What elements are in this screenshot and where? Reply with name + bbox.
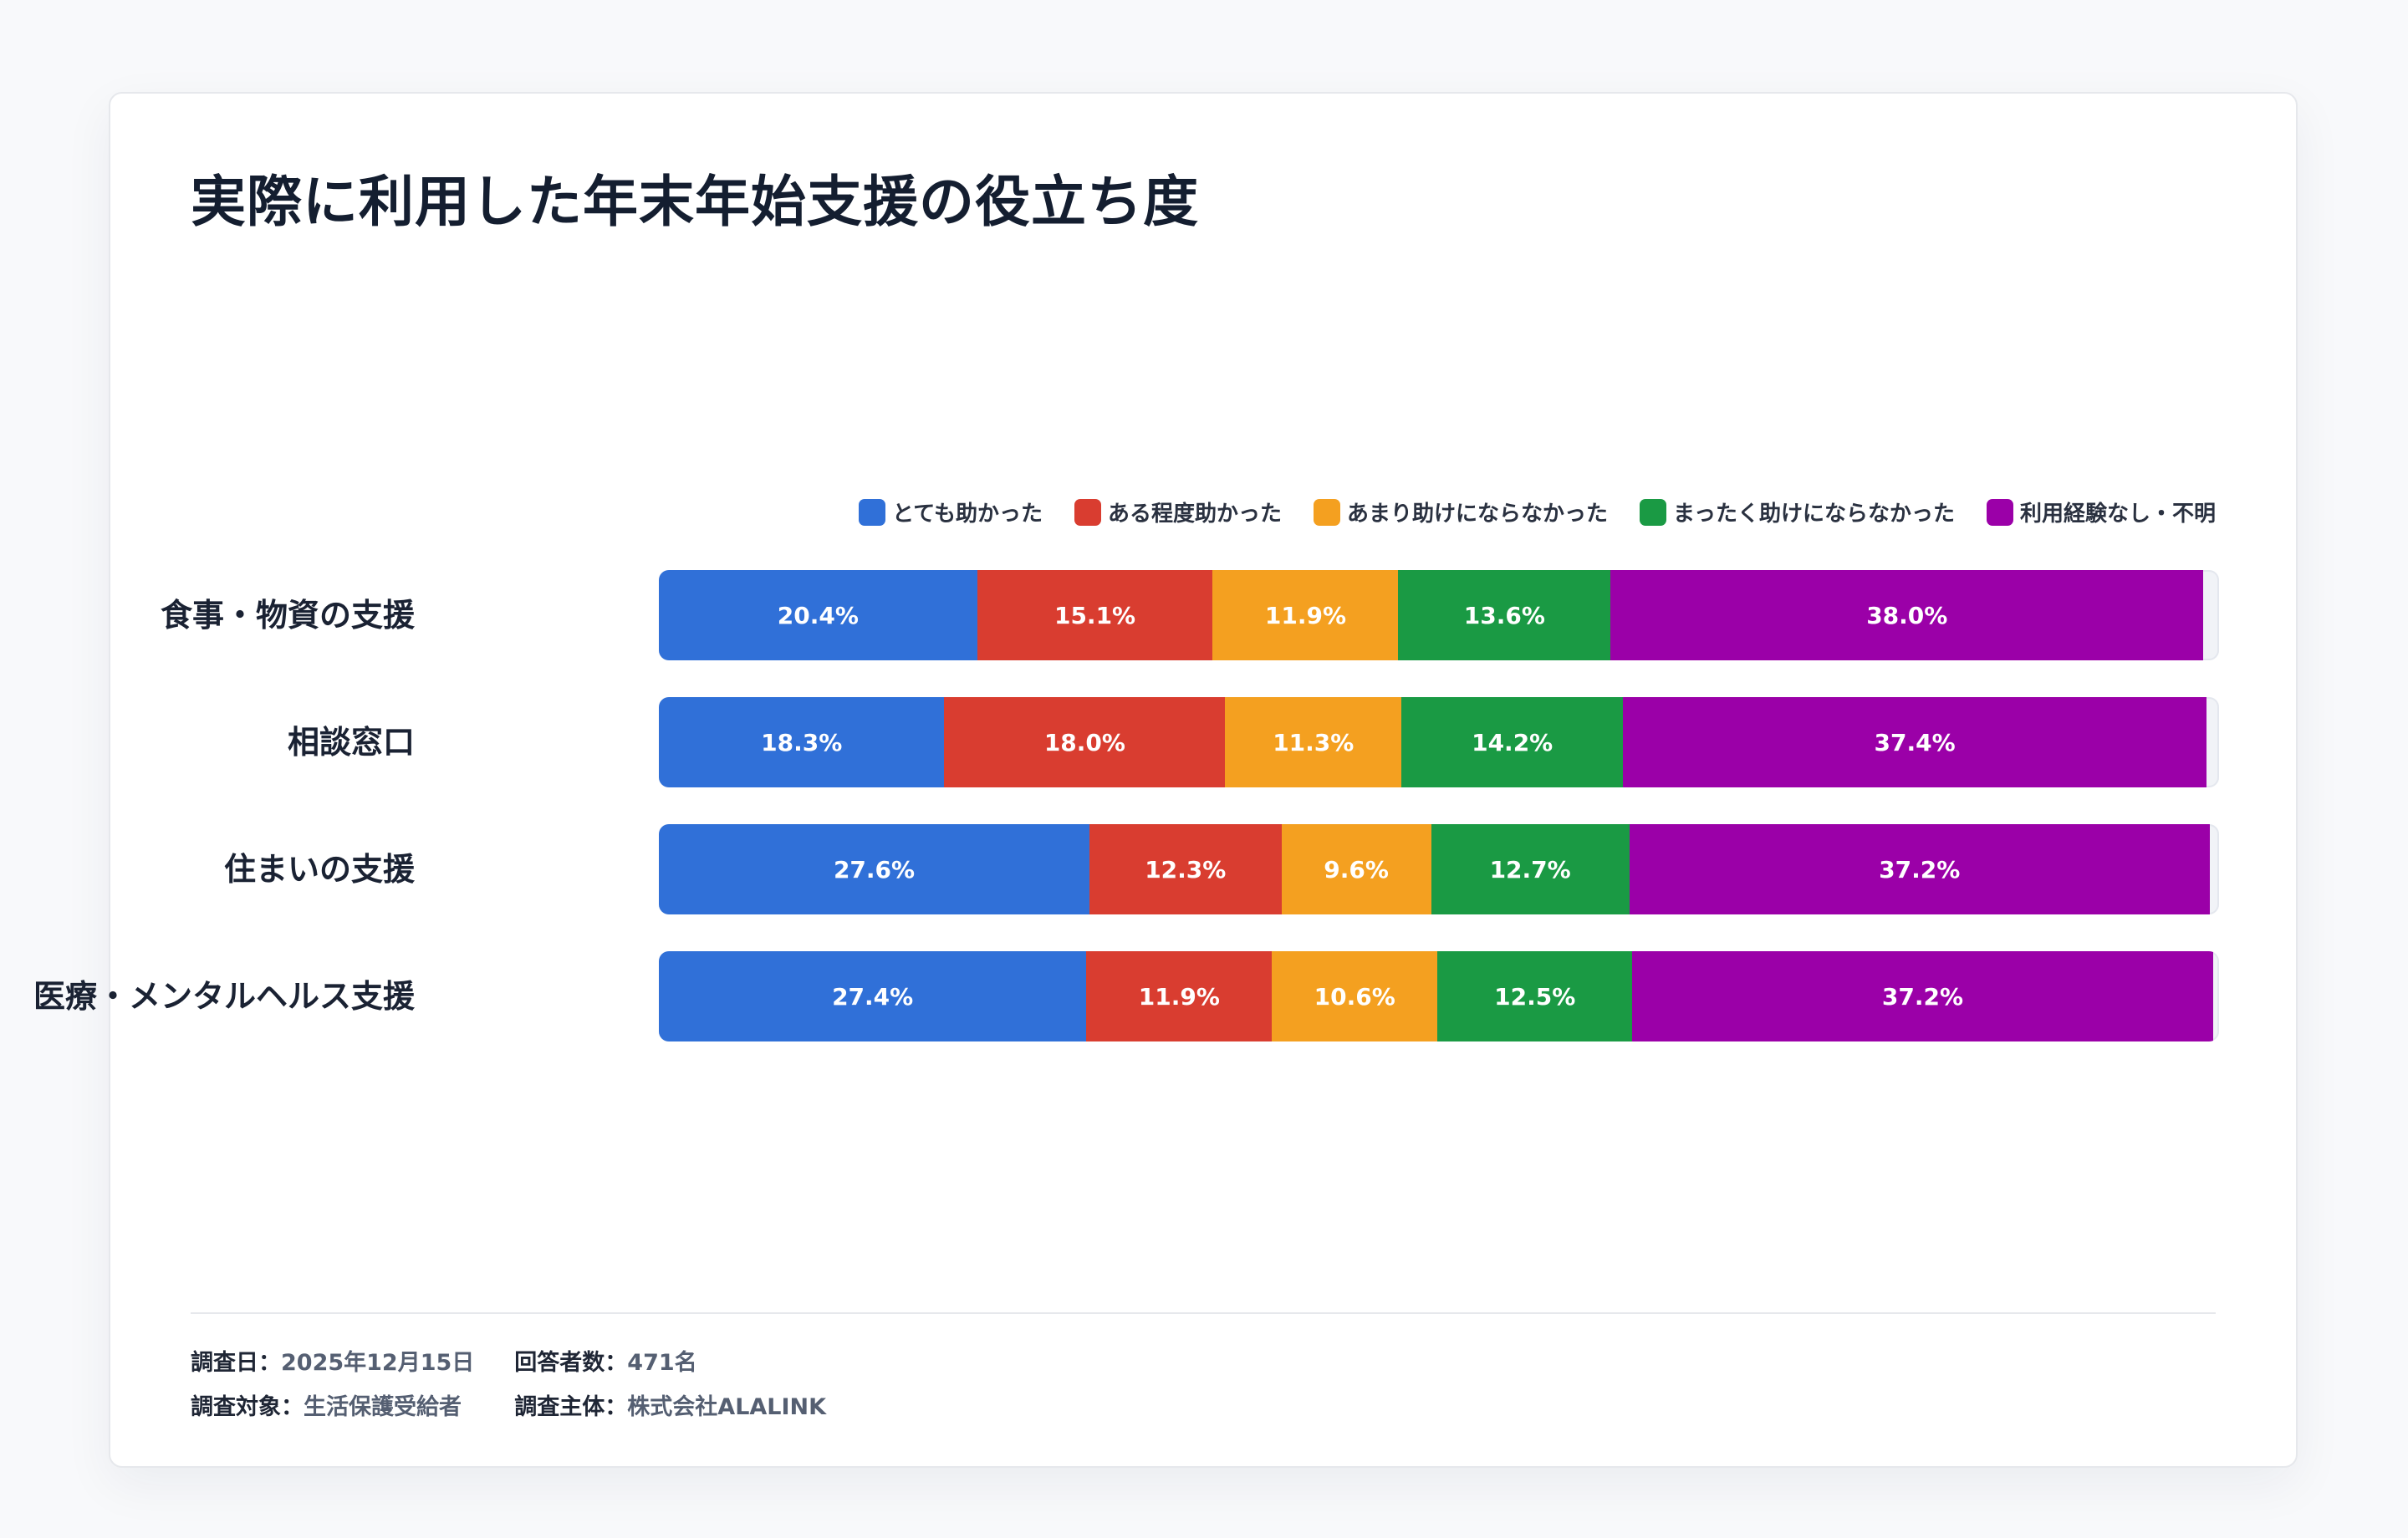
meta-value: 471名 <box>627 1350 697 1376</box>
meta-value: 2025年12月15日 <box>281 1350 475 1376</box>
meta-key: 調査日： <box>191 1350 281 1376</box>
bar-segment: 27.4% <box>659 951 1087 1041</box>
bar-segment: 11.9% <box>1086 951 1273 1041</box>
stacked-bar: 18.3% 18.0% 11.3% 14.2% 37.4% <box>659 697 2219 787</box>
chart-row: 相談窓口 18.3% 18.0% 11.3% 14.2% 37.4% <box>110 697 2296 787</box>
bar-segment: 38.0% <box>1610 570 2204 660</box>
meta-key: 調査主体： <box>514 1394 628 1420</box>
stacked-bar: 27.6% 12.3% 9.6% 12.7% 37.2% <box>659 824 2219 914</box>
data-label: 12.7% <box>1489 855 1571 884</box>
bar-segment: 27.6% <box>659 824 1090 914</box>
data-label: 13.6% <box>1463 601 1545 629</box>
chart-legend: とても助かった ある程度助かった あまり助けにならなかった まったく助けにならなかった… <box>859 497 2216 527</box>
data-label: 27.4% <box>832 982 914 1011</box>
chart-row: 医療・メンタルヘルス支援 27.4% 11.9% 10.6% 12.5% 37.2% <box>33 951 2296 1041</box>
data-label: 20.4% <box>777 601 859 629</box>
data-label: 11.9% <box>1138 982 1220 1011</box>
category-label: 相談窓口 <box>287 724 415 761</box>
data-label: 11.3% <box>1273 728 1354 756</box>
survey-meta: 調査日： 2025年12月15日 回答者数： 471名 調査対象： 生活保護受給… <box>191 1344 826 1421</box>
data-label: 15.1% <box>1054 601 1136 629</box>
data-label: 12.5% <box>1494 982 1576 1011</box>
legend-label: まったく助けにならなかった <box>1673 502 1955 527</box>
legend-label: とても助かった <box>892 502 1043 527</box>
legend-label: 利用経験なし・不明 <box>2019 502 2216 527</box>
legend-swatch <box>859 498 886 526</box>
data-label: 37.2% <box>1881 982 1963 1011</box>
legend-label: ある程度助かった <box>1107 502 1282 527</box>
chart-card: 実際に利用した年末年始支援の役立ち度 とても助かった ある程度助かった あまり助けに… <box>33 92 2298 1468</box>
bar-segment: 18.3% <box>659 697 945 787</box>
legend-item: あまり助けにならなかった <box>1314 497 1608 527</box>
data-label: 12.3% <box>1145 855 1227 884</box>
legend-item: とても助かった <box>859 497 1043 527</box>
bar-segment: 9.6% <box>1281 824 1431 914</box>
category-label: 医療・メンタルヘルス支援 <box>33 978 415 1015</box>
category-label: 住まいの支援 <box>223 851 415 888</box>
data-label: 38.0% <box>1866 601 1948 629</box>
bar-segment: 18.0% <box>944 697 1226 787</box>
chart-row: 食事・物資の支援 20.4% 15.1% 11.9% 13.6% 38.0% <box>110 570 2296 660</box>
bar-segment: 12.5% <box>1437 951 1633 1041</box>
legend-swatch <box>1074 498 1101 526</box>
bar-segment: 12.7% <box>1431 824 1630 914</box>
meta-respondents: 回答者数： 471名 <box>514 1344 826 1377</box>
meta-key: 調査対象： <box>191 1394 304 1420</box>
bar-segment: 37.2% <box>1632 951 2213 1041</box>
legend-swatch <box>1314 498 1340 526</box>
meta-value: 生活保護受給者 <box>304 1394 462 1420</box>
bar-segment: 13.6% <box>1398 570 1611 660</box>
category-label: 食事・物資の支援 <box>160 597 415 634</box>
meta-key: 回答者数： <box>514 1350 628 1376</box>
legend-item: まったく助けにならなかった <box>1640 497 1955 527</box>
data-label: 37.4% <box>1874 728 1956 756</box>
data-label: 14.2% <box>1472 728 1553 756</box>
data-label: 37.2% <box>1879 855 1961 884</box>
bar-segment: 10.6% <box>1272 951 1438 1041</box>
footer-divider <box>191 1312 2216 1314</box>
legend-swatch <box>1640 498 1667 526</box>
meta-survey-date: 調査日： 2025年12月15日 <box>191 1344 474 1377</box>
bar-segment: 12.3% <box>1089 824 1282 914</box>
data-label: 11.9% <box>1264 601 1347 629</box>
chart-title: 実際に利用した年末年始支援の役立ち度 <box>191 170 1199 234</box>
bar-segment: 37.4% <box>1623 697 2207 787</box>
meta-target: 調査対象： 生活保護受給者 <box>191 1388 474 1421</box>
legend-item: 利用経験なし・不明 <box>1986 497 2216 527</box>
legend-label: あまり助けにならなかった <box>1347 502 1609 527</box>
bar-segment: 20.4% <box>659 570 977 660</box>
bar-segment: 11.9% <box>1212 570 1399 660</box>
chart-row: 住まいの支援 27.6% 12.3% 9.6% 12.7% 37.2% <box>110 824 2296 914</box>
bar-segment: 37.2% <box>1629 824 2210 914</box>
stacked-bar: 20.4% 15.1% 11.9% 13.6% 38.0% <box>659 570 2219 660</box>
data-label: 9.6% <box>1324 855 1389 884</box>
data-label: 18.3% <box>761 728 843 756</box>
data-label: 18.0% <box>1043 728 1125 756</box>
meta-organizer: 調査主体： 株式会社ALALINK <box>514 1388 826 1421</box>
bar-segment: 11.3% <box>1225 697 1402 787</box>
legend-swatch <box>1986 498 2013 526</box>
data-label: 10.6% <box>1314 982 1395 1011</box>
meta-value: 株式会社ALALINK <box>627 1394 827 1420</box>
bar-segment: 15.1% <box>977 570 1213 660</box>
stacked-bar: 27.4% 11.9% 10.6% 12.5% 37.2% <box>659 951 2219 1041</box>
legend-item: ある程度助かった <box>1074 497 1282 527</box>
bar-segment: 14.2% <box>1401 697 1624 787</box>
data-label: 27.6% <box>833 855 916 884</box>
